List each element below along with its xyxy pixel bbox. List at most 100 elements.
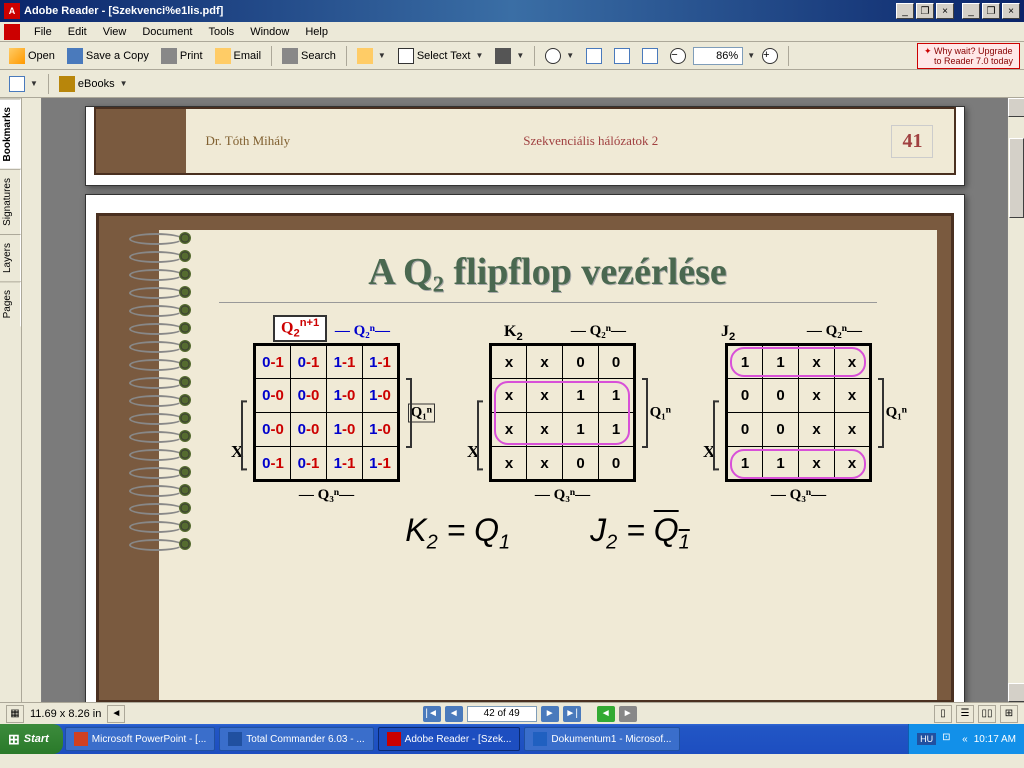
next-page-button[interactable]: ► — [541, 706, 559, 722]
app-menu-icon — [4, 24, 20, 40]
prev-pagenum: 41 — [891, 125, 933, 158]
kmap1-q3n: Q₃ⁿ — [299, 487, 354, 504]
page-input[interactable] — [467, 706, 537, 722]
fit-width-icon — [614, 48, 630, 64]
ebooks-button[interactable]: eBooks▼ — [54, 73, 133, 95]
minimize-button[interactable]: _ — [962, 3, 980, 19]
start-label: Start — [24, 733, 49, 745]
maximize-button[interactable]: ❐ — [982, 3, 1000, 19]
language-indicator[interactable]: HU — [917, 733, 936, 745]
vertical-scrollbar[interactable] — [1007, 98, 1024, 702]
save-label: Save a Copy — [86, 50, 149, 62]
open-label: Open — [28, 50, 55, 62]
restore-inner-button[interactable]: ❐ — [916, 3, 934, 19]
zoom-in-button[interactable]: ▼ — [540, 45, 579, 67]
task-adobereader[interactable]: Adobe Reader - [Szek... — [378, 727, 521, 751]
tray-expand[interactable]: « — [962, 734, 968, 745]
status-bar: ▦ 11.69 x 8.26 in ◄ |◄ ◄ ► ►| ◄ ► ▯ ☰ ▯▯… — [0, 702, 1024, 724]
slide-title: A Q₂ flipflop vezérlése — [159, 230, 937, 294]
close-inner-button[interactable]: × — [936, 3, 954, 19]
zoom-dropdown[interactable]: ▼ — [745, 51, 755, 60]
adobereader-icon — [387, 732, 401, 746]
hand-icon — [357, 48, 373, 64]
hand-tool-button[interactable]: ▼ — [352, 45, 391, 67]
save-icon — [67, 48, 83, 64]
page-navigation: |◄ ◄ ► ►| ◄ ► — [131, 706, 928, 722]
single-page-button[interactable]: ▯ — [934, 705, 952, 723]
kmap-3: J2 Q₂ⁿ Q₁ⁿ Q₃ⁿ X 11xx00xx00xx11xx — [725, 343, 872, 482]
email-label: Email — [234, 50, 262, 62]
print-button[interactable]: Print — [156, 45, 208, 67]
equation-k2: K2 = Q1 — [405, 512, 510, 554]
continuous-button[interactable]: ☰ — [956, 705, 974, 723]
kmap2-label: K2 — [504, 323, 523, 343]
menu-help[interactable]: Help — [297, 24, 336, 40]
menu-window[interactable]: Window — [242, 24, 297, 40]
spiral-binding — [129, 230, 219, 554]
camera-icon — [495, 48, 511, 64]
kmap3-q3n: Q₃ⁿ — [771, 487, 826, 504]
upgrade-line2: to Reader 7.0 today — [934, 56, 1013, 66]
menu-view[interactable]: View — [95, 24, 135, 40]
scrollbar-thumb[interactable] — [1009, 138, 1024, 218]
task-label-2: Adobe Reader - [Szek... — [405, 734, 512, 745]
vertical-ruler — [22, 98, 42, 702]
fit-width-button[interactable] — [609, 45, 635, 67]
task-label-3: Dokumentum1 - Microsof... — [551, 734, 671, 745]
zoom-out-button[interactable]: − — [665, 45, 691, 67]
clock[interactable]: 10:17 AM — [974, 734, 1016, 745]
prev-author: Dr. Tóth Mihály — [206, 133, 291, 149]
word-icon — [533, 732, 547, 746]
tab-bookmarks[interactable]: Bookmarks — [0, 98, 21, 169]
save-button[interactable]: Save a Copy — [62, 45, 154, 67]
menu-document[interactable]: Document — [134, 24, 200, 40]
taskbar: Start Microsoft PowerPoint - [... Total … — [0, 724, 1024, 754]
select-text-button[interactable]: Select Text▼ — [393, 45, 489, 67]
main-toolbar: Open Save a Copy Print Email Search ▼ Se… — [0, 42, 1024, 70]
prev-page-button[interactable]: ◄ — [445, 706, 463, 722]
search-label: Search — [301, 50, 336, 62]
zoom-plus-button[interactable]: + — [757, 45, 783, 67]
first-page-button[interactable]: |◄ — [423, 706, 441, 722]
tray-icon-1[interactable]: ⊡ — [942, 732, 956, 746]
kmap3-label: J2 — [721, 323, 735, 343]
review-button[interactable]: ▼ — [4, 73, 43, 95]
status-icon-button[interactable]: ▦ — [6, 705, 24, 723]
tab-layers[interactable]: Layers — [0, 234, 21, 281]
start-button[interactable]: Start — [0, 724, 63, 754]
continuous-facing-button[interactable]: ⊞ — [1000, 705, 1018, 723]
menu-edit[interactable]: Edit — [60, 24, 95, 40]
print-icon — [161, 48, 177, 64]
tab-pages[interactable]: Pages — [0, 281, 21, 326]
fit-page-button[interactable] — [581, 45, 607, 67]
upgrade-banner[interactable]: ✦ Why wait? Upgrade to Reader 7.0 today — [917, 43, 1020, 69]
facing-button[interactable]: ▯▯ — [978, 705, 996, 723]
task-powerpoint[interactable]: Microsoft PowerPoint - [... — [65, 727, 215, 751]
print-label: Print — [180, 50, 203, 62]
zoom-input[interactable] — [693, 47, 743, 65]
kmap-2: K2 Q₂ⁿ Q₁ⁿ Q₃ⁿ X xx00xx11xx11xx00 — [489, 343, 636, 482]
email-button[interactable]: Email — [210, 45, 267, 67]
prev-title: Szekvenciális hálózatok 2 — [523, 133, 658, 149]
last-page-button[interactable]: ►| — [563, 706, 581, 722]
close-button[interactable]: × — [1002, 3, 1020, 19]
status-collapse-button[interactable]: ◄ — [107, 705, 125, 723]
minimize-inner-button[interactable]: _ — [896, 3, 914, 19]
totalcommander-icon — [228, 732, 242, 746]
kmap2-q1n: Q₁ⁿ — [650, 404, 671, 421]
task-totalcommander[interactable]: Total Commander 6.03 - ... — [219, 727, 373, 751]
back-button[interactable]: ◄ — [597, 706, 615, 722]
actual-size-button[interactable] — [637, 45, 663, 67]
document-scroll[interactable]: Dr. Tóth Mihály Szekvenciális hálózatok … — [42, 98, 1007, 702]
menu-tools[interactable]: Tools — [201, 24, 243, 40]
search-button[interactable]: Search — [277, 45, 341, 67]
document-viewport: Dr. Tóth Mihály Szekvenciális hálózatok … — [22, 98, 1024, 702]
open-button[interactable]: Open — [4, 45, 60, 67]
powerpoint-icon — [74, 732, 88, 746]
menu-file[interactable]: File — [26, 24, 60, 40]
snapshot-button[interactable]: ▼ — [490, 45, 529, 67]
task-word[interactable]: Dokumentum1 - Microsof... — [524, 727, 680, 751]
tab-signatures[interactable]: Signatures — [0, 169, 21, 234]
forward-button[interactable]: ► — [619, 706, 637, 722]
title-divider — [219, 302, 877, 303]
